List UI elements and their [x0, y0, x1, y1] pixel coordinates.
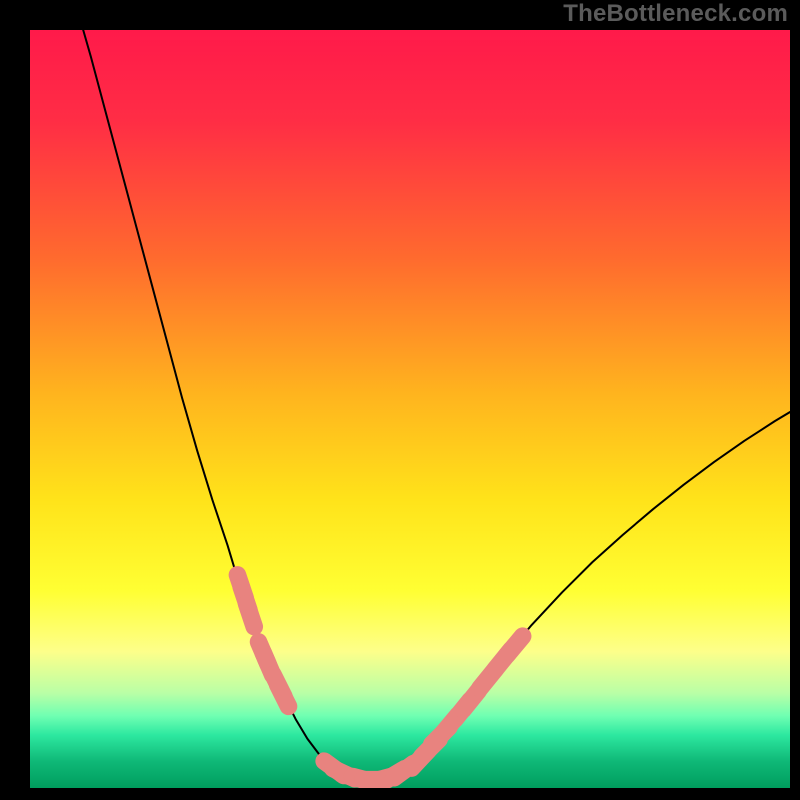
watermark-text: TheBottleneck.com: [563, 0, 788, 28]
chart-svg: [30, 30, 790, 788]
plot-area: [30, 30, 790, 788]
curve-marker: [247, 604, 255, 627]
curve-marker: [507, 636, 523, 655]
curve-marker: [278, 685, 289, 707]
outer-frame: [0, 0, 800, 800]
gradient-background: [30, 30, 790, 788]
